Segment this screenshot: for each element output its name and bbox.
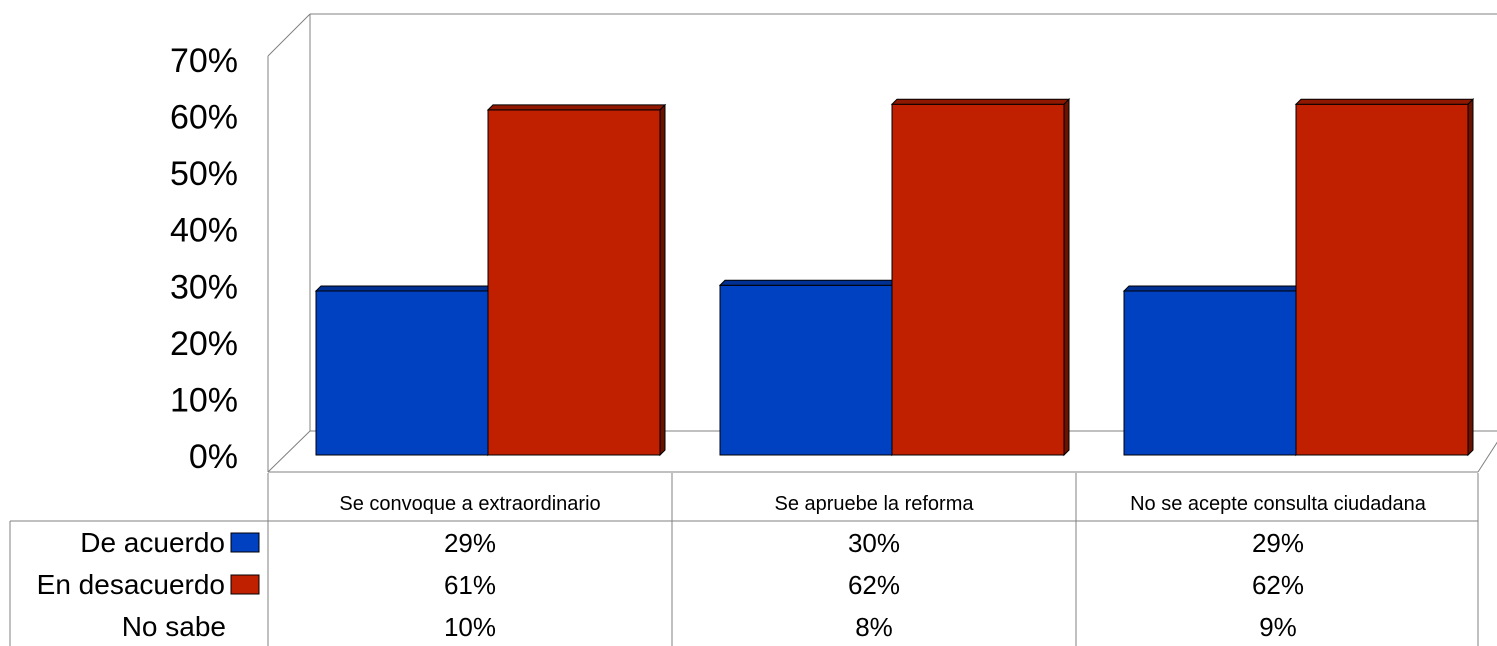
data-value-label: 30% (848, 528, 900, 558)
bar-series (314, 98, 1475, 457)
y-tick-label: 40% (170, 212, 238, 250)
series-name-label: No sabe (122, 611, 226, 642)
left-wall-top-edge (267, 13, 311, 57)
data-value-label: 8% (855, 612, 893, 642)
data-value-label: 62% (848, 570, 900, 600)
bar-top-face (1294, 98, 1475, 105)
y-tick-label: 0% (189, 438, 238, 476)
y-tick-label: 60% (170, 99, 238, 137)
bar-side-face (659, 103, 666, 457)
data-value-label: 29% (444, 528, 496, 558)
y-tick-label: 30% (170, 268, 238, 306)
category-label: Se convoque a extraordinario (339, 493, 600, 515)
bar-top-face (718, 279, 899, 286)
data-value-label: 10% (444, 612, 496, 642)
y-tick-label: 20% (170, 325, 238, 363)
data-value-label: 62% (1252, 570, 1304, 600)
series-name-label: En desacuerdo (37, 569, 225, 600)
category-label: No se acepte consulta ciudadana (1130, 493, 1427, 515)
y-axis: 0% 10% 20% 30% 40% 50% 60% 70% (170, 42, 238, 476)
y-tick-label: 50% (170, 155, 238, 193)
legend-swatch (230, 532, 260, 553)
category-label: Se apruebe la reforma (774, 493, 974, 515)
bar-top-face (890, 98, 1071, 105)
bar (1295, 103, 1469, 456)
y-tick-label: 10% (170, 381, 238, 419)
floor-right-edge (1477, 441, 1497, 473)
bar (1123, 290, 1297, 456)
bar-side-face (1063, 98, 1070, 457)
floor-left-edge (267, 430, 311, 473)
bar (315, 290, 489, 456)
bar (719, 284, 893, 456)
bar (891, 103, 1065, 456)
data-value-label: 61% (444, 570, 496, 600)
y-tick-label: 70% (170, 42, 238, 80)
bar-top-face (486, 104, 667, 111)
bar-top-face (314, 285, 495, 292)
data-value-label: 9% (1259, 612, 1297, 642)
data-table: Se convoque a extraordinario Se apruebe l… (9, 473, 1479, 646)
series-name-label: De acuerdo (80, 527, 225, 558)
legend-swatch (230, 574, 260, 595)
bar-top-face (1122, 285, 1303, 292)
data-value-label: 29% (1252, 528, 1304, 558)
bar (487, 109, 661, 456)
bar-side-face (1467, 98, 1474, 457)
